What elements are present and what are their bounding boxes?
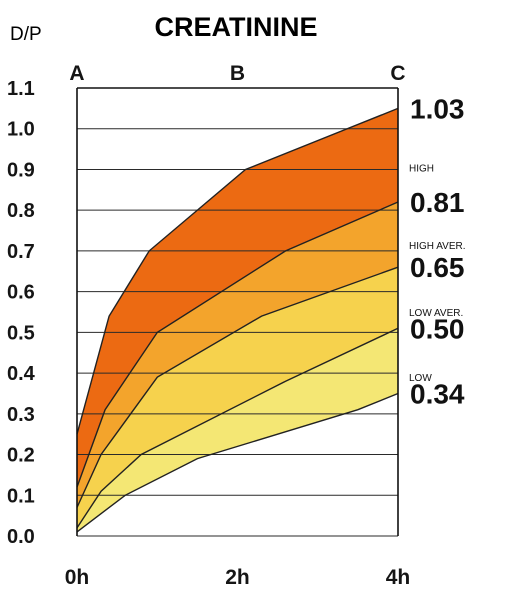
y-axis-label: D/P <box>10 24 42 45</box>
x-tick-labels: 0h 2h 4h <box>65 566 411 589</box>
y-tick-label: 0.4 <box>7 363 36 385</box>
band-label: LOW <box>409 373 432 384</box>
y-tick-label: 0.0 <box>7 526 35 548</box>
curve-line <box>76 107 399 435</box>
x-tick-label: 0h <box>65 566 90 589</box>
plot-frame <box>76 87 399 536</box>
y-tick-label: 0.6 <box>7 282 35 304</box>
curve-end-label: 0.65 <box>410 252 465 283</box>
curve-end-label: 0.81 <box>410 187 465 218</box>
band-high-aver <box>77 202 398 508</box>
y-tick-label: 0.3 <box>7 404 35 426</box>
curve-line <box>76 392 399 533</box>
band-label: HIGH AVER. <box>409 241 466 252</box>
curve-line <box>76 266 399 508</box>
curve-line <box>76 201 399 488</box>
chart-title: CREATININE <box>154 12 317 42</box>
top-markers: A B C <box>69 62 405 85</box>
y-tick-labels: 0.0 0.1 0.2 0.3 0.4 0.5 0.6 0.7 0.8 0.9 1.0 1.1 <box>7 78 36 548</box>
band-high <box>77 108 398 488</box>
y-tick-label: 0.5 <box>7 322 35 344</box>
curve-end-labels: 1.03 0.81 0.65 0.50 0.34 <box>410 93 465 409</box>
top-marker-label: C <box>390 62 405 85</box>
y-tick-label: 0.1 <box>7 485 35 507</box>
top-marker-label: A <box>69 62 84 85</box>
top-marker-label: B <box>230 62 245 85</box>
curve-line <box>76 327 399 529</box>
band-label: LOW AVER. <box>409 308 463 319</box>
band-labels: HIGH HIGH AVER. LOW AVER. LOW <box>409 163 466 384</box>
x-tick-label: 4h <box>386 566 411 589</box>
y-tick-label: 1.1 <box>7 78 35 100</box>
curve-end-label: 0.50 <box>410 313 465 344</box>
band-low <box>77 328 398 532</box>
y-tick-label: 0.7 <box>7 241 35 263</box>
y-tick-label: 0.2 <box>7 445 35 467</box>
band-label: HIGH <box>409 163 434 174</box>
curve-lines <box>76 107 399 533</box>
y-tick-label: 0.8 <box>7 200 35 222</box>
x-tick-label: 2h <box>225 566 250 589</box>
curve-end-label: 0.34 <box>410 378 465 409</box>
curve-end-label: 1.03 <box>410 93 465 124</box>
y-tick-label: 1.0 <box>7 119 35 141</box>
y-tick-label: 0.9 <box>7 159 35 181</box>
